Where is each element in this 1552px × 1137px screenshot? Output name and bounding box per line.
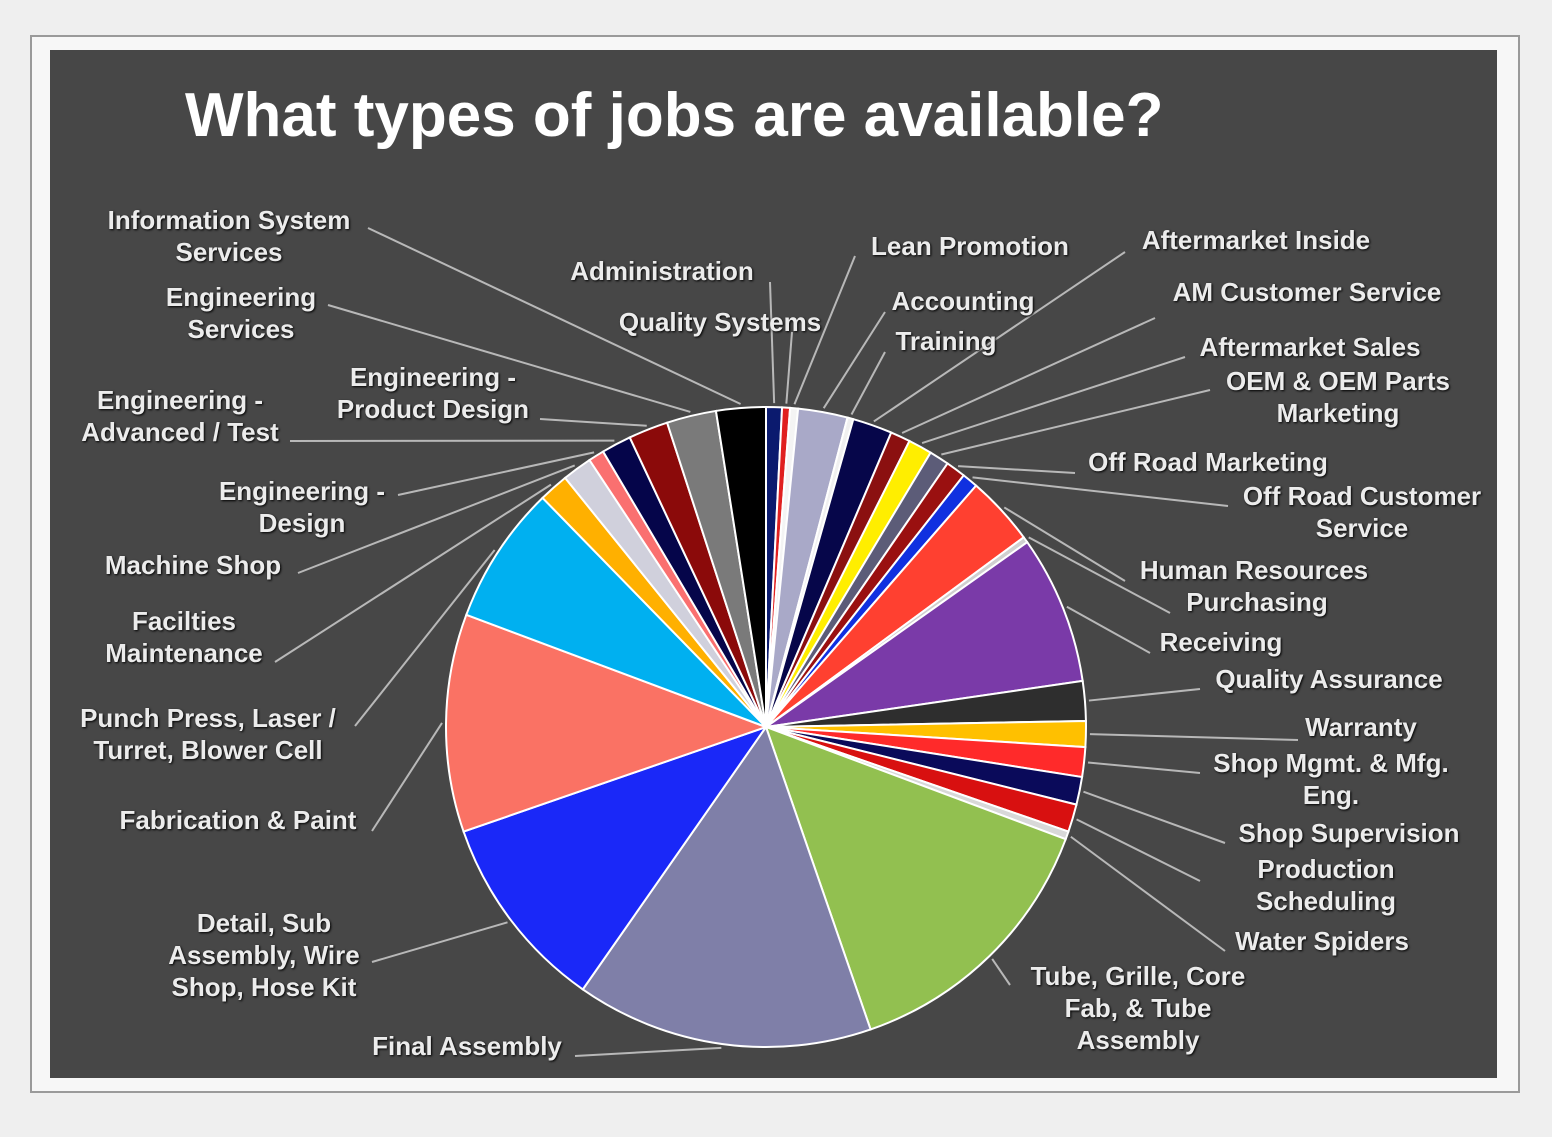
- leader-line: [354, 549, 496, 727]
- slice-label: Shop Supervision: [1238, 818, 1460, 848]
- slice-label: Aftermarket Inside: [1141, 225, 1371, 255]
- leader-line: [1028, 536, 1171, 614]
- leader-line: [958, 465, 1076, 474]
- slice-label: Fabrication & Paint: [119, 805, 357, 835]
- leader-line: [873, 251, 1126, 423]
- slice-label: Warranty: [1305, 712, 1417, 742]
- pie-slice: [465, 496, 767, 728]
- pie-slice: [445, 613, 769, 833]
- leader-line: [367, 227, 742, 405]
- slice-label: Administration: [570, 256, 754, 286]
- pie-slice: [581, 724, 872, 1048]
- leader-line: [327, 304, 691, 413]
- slice-label: Receiving: [1159, 627, 1283, 657]
- slice-label: Purchasing: [1186, 587, 1328, 617]
- slice-label: Training: [895, 326, 997, 356]
- slice-label: Information System Services: [107, 205, 351, 267]
- slice-label: Water Spiders: [1235, 926, 1409, 956]
- slice-label: Production Scheduling: [1255, 854, 1397, 916]
- pie-slice: [714, 405, 767, 728]
- leader-line: [941, 389, 1211, 456]
- leader-line: [574, 1046, 722, 1057]
- slice-label: Accounting: [891, 286, 1035, 316]
- slice-label: Off Road Marketing: [1088, 447, 1328, 477]
- leader-line: [822, 311, 886, 409]
- leader-line: [901, 317, 1156, 434]
- slice-label: Quality Systems: [618, 307, 822, 337]
- leader-line: [397, 451, 595, 496]
- slice-label: OEM & OEM Parts Marketing: [1226, 366, 1450, 428]
- leader-line: [274, 483, 552, 663]
- leader-line: [991, 958, 1011, 986]
- slice-label: Machine Shop: [104, 550, 282, 580]
- slice-label: AM Customer Service: [1172, 277, 1442, 307]
- slice-label: Engineering - Design: [218, 476, 386, 538]
- leader-line: [1070, 835, 1226, 952]
- leader-line: [297, 464, 576, 574]
- slice-label: Engineering Services: [165, 282, 317, 344]
- leader-line: [1089, 733, 1299, 741]
- slice-label: Punch Press, Laser / Turret, Blower Cell: [80, 703, 336, 765]
- leader-line: [972, 476, 1229, 507]
- slice-label: Detail, Sub Assembly, Wire Shop, Hose Ki…: [168, 908, 360, 1002]
- slice-label: Engineering - Advanced / Test: [81, 385, 279, 447]
- slice-label: Off Road Customer Service: [1242, 481, 1482, 543]
- leader-line: [371, 722, 443, 832]
- slice-label: Human Resources: [1139, 555, 1369, 585]
- leader-line: [1066, 605, 1151, 654]
- leader-line: [1088, 688, 1201, 702]
- slice-label: Aftermarket Sales: [1199, 332, 1421, 362]
- leader-line: [1076, 818, 1201, 882]
- leader-line: [850, 351, 886, 415]
- slice-label: Lean Promotion: [871, 231, 1069, 261]
- slice-label: Shop Mgmt. & Mfg. Eng.: [1213, 748, 1449, 810]
- pie-slice: [462, 725, 769, 991]
- leader-line: [1087, 761, 1201, 774]
- leader-line: [1083, 790, 1226, 844]
- pie-slice: [765, 540, 1084, 728]
- leader-line: [539, 418, 647, 427]
- leader-line: [371, 921, 508, 963]
- slice-label: Quality Assurance: [1215, 664, 1443, 694]
- leader-line: [769, 281, 776, 404]
- leader-line: [1003, 506, 1126, 582]
- slice-label: Facilties Maintenance: [105, 606, 263, 668]
- chart-title: What types of jobs are available?: [185, 81, 1164, 150]
- slice-label: Engineering - Product Design: [336, 362, 530, 424]
- leader-line: [793, 255, 856, 405]
- slice-label: Tube, Grille, Core Fab, & Tube Assembly: [1030, 961, 1246, 1055]
- leader-line: [921, 356, 1186, 445]
- slice-label: Final Assembly: [372, 1031, 562, 1061]
- pie-slice: [764, 725, 1067, 1031]
- leader-line: [785, 331, 793, 404]
